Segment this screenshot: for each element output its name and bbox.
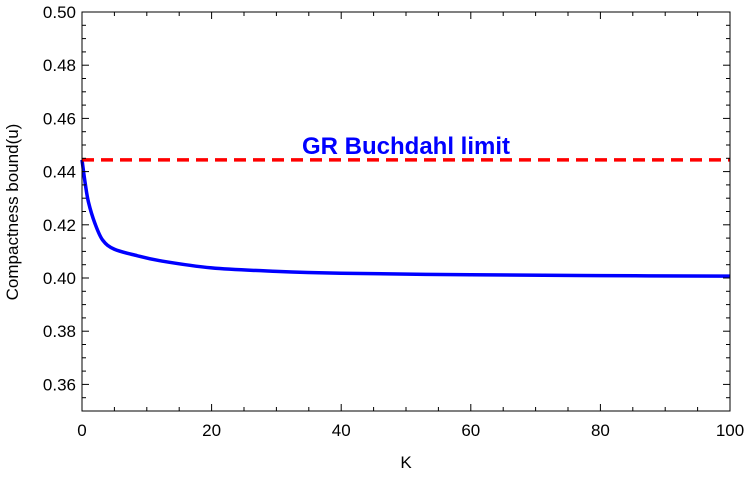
x-tick-label: 100 xyxy=(716,421,744,440)
y-tick-label: 0.40 xyxy=(43,269,76,288)
x-tick-label: 60 xyxy=(461,421,480,440)
y-tick-label: 0.42 xyxy=(43,216,76,235)
x-axis-label: K xyxy=(400,453,412,472)
y-tick-label: 0.50 xyxy=(43,3,76,22)
compactness-curve xyxy=(80,159,731,278)
x-tick-label: 20 xyxy=(202,421,221,440)
y-tick-label: 0.46 xyxy=(43,109,76,128)
annotation-label: GR Buchdahl limit xyxy=(302,133,510,160)
y-tick-label: 0.36 xyxy=(43,375,76,394)
y-tick-label: 0.48 xyxy=(43,56,76,75)
y-tick-label: 0.38 xyxy=(43,322,76,341)
x-tick-label: 0 xyxy=(77,421,86,440)
y-tick-label: 0.44 xyxy=(43,163,76,182)
plot-frame xyxy=(81,11,731,412)
y-axis-label: Compactness bound(u) xyxy=(3,124,22,301)
x-tick-label: 80 xyxy=(591,421,610,440)
x-tick-label: 40 xyxy=(332,421,351,440)
